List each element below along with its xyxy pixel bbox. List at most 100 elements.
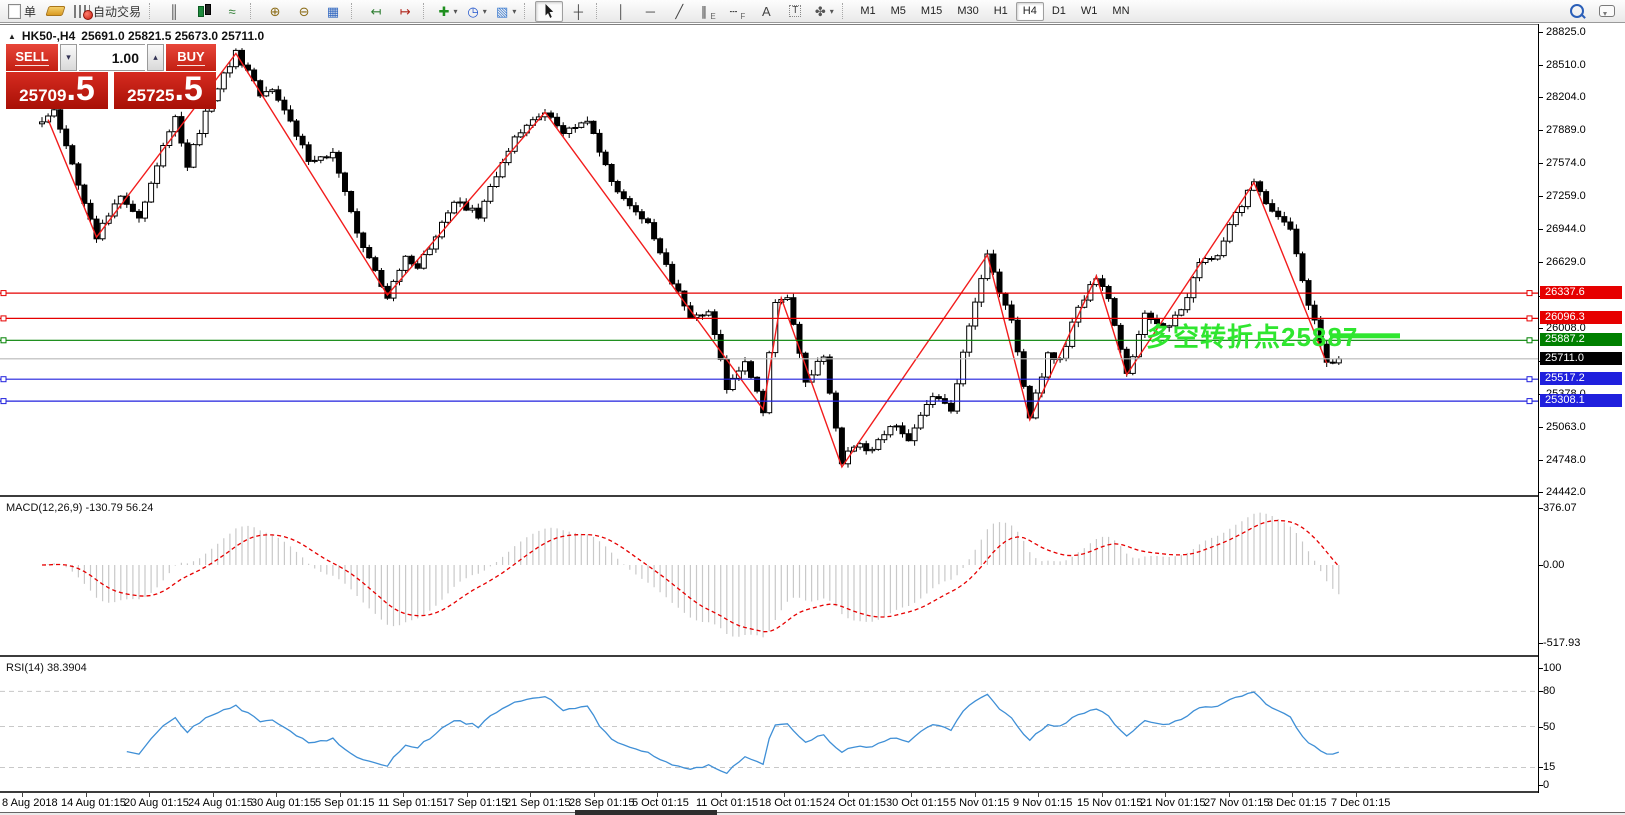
horizontal-scrollbar-thumb[interactable] bbox=[575, 810, 717, 815]
price-tick-label: 28204.0 bbox=[1546, 91, 1586, 103]
periods-button[interactable]: ◷ ▾ bbox=[463, 1, 491, 22]
new-order-button[interactable]: 单 bbox=[4, 1, 40, 22]
bar-chart-button[interactable]: ║ bbox=[160, 1, 188, 22]
bid-price-display[interactable]: 25709 .5 bbox=[6, 72, 108, 109]
timeframe-h1[interactable]: H1 bbox=[993, 5, 1008, 17]
toolbar: 单自动交易 ║ ≈ ⊕ ⊖ ▦ ↤ ↦ ✚ ▾ ◷ ▾ ▧ ▾ ┼ │ ─ ╱ ∥ E ┄ F A T ✤ ▾ M1 M5 M15 M30… bbox=[0, 0, 1625, 23]
zoom-in-button[interactable]: ⊕ bbox=[261, 1, 289, 22]
chart-shift-button[interactable]: ↦ bbox=[391, 1, 419, 22]
time-tick-mark bbox=[911, 793, 912, 797]
text-icon: A bbox=[762, 3, 771, 19]
macd-tick-mark bbox=[1539, 565, 1543, 566]
time-tick-label: 15 Nov 01:15 bbox=[1077, 797, 1143, 809]
rsi-axis-label: 50 bbox=[1543, 721, 1556, 733]
line-chart-button[interactable]: ≈ bbox=[218, 1, 246, 22]
zoom-in-icon: ⊕ bbox=[269, 3, 281, 19]
price-tick-label: 26629.0 bbox=[1546, 256, 1586, 268]
time-tick-mark bbox=[149, 793, 150, 797]
window-bottom-strip bbox=[0, 812, 1625, 815]
collapse-caret-icon[interactable]: ▲ bbox=[8, 31, 16, 41]
new-chart-dropdown-caret-icon[interactable]: ▾ bbox=[453, 6, 458, 16]
timeframe-mn[interactable]: MN bbox=[1112, 5, 1130, 17]
new-chart-button[interactable]: ✚ ▾ bbox=[434, 1, 462, 22]
timeframe-h4[interactable]: H4 bbox=[1015, 1, 1044, 21]
current-price-badge: 25711.0 bbox=[1540, 352, 1622, 365]
time-axis[interactable]: 8 Aug 2018 14 Aug 01:15 20 Aug 01:15 24 Aug… bbox=[0, 793, 1538, 812]
label-button[interactable]: T bbox=[781, 1, 809, 22]
candlestick-chart-button[interactable] bbox=[189, 1, 217, 22]
vertical-line-button[interactable]: │ bbox=[607, 1, 635, 22]
price-tick-label: 24748.0 bbox=[1546, 454, 1586, 466]
price-tick-label: 27259.0 bbox=[1546, 190, 1586, 202]
buy-button[interactable]: BUY bbox=[166, 44, 216, 71]
price-line-badge-25308.1: 25308.1 bbox=[1540, 394, 1622, 407]
timeframe-m30[interactable]: M30 bbox=[957, 5, 979, 17]
time-tick-mark bbox=[22, 793, 23, 797]
time-tick-label: 30 Aug 01:15 bbox=[251, 797, 316, 809]
macd-axis-label: 376.07 bbox=[1543, 502, 1577, 514]
templates-icon: ▧ bbox=[496, 3, 509, 19]
volume-input[interactable] bbox=[79, 44, 145, 71]
auto-scroll-icon: ↤ bbox=[370, 3, 382, 19]
time-tick-label: 14 Aug 01:15 bbox=[61, 797, 126, 809]
chat-icon[interactable] bbox=[1599, 5, 1615, 17]
zoom-out-button[interactable]: ⊖ bbox=[290, 1, 318, 22]
text-button[interactable]: A bbox=[752, 1, 780, 22]
time-tick-label: 28 Sep 01:15 bbox=[569, 797, 635, 809]
sell-button[interactable]: SELL bbox=[6, 44, 58, 71]
time-tick-label: 11 Sep 01:15 bbox=[378, 797, 443, 809]
time-tick-label: 24 Aug 01:15 bbox=[188, 797, 253, 809]
gold-icon-icon bbox=[44, 6, 66, 16]
crosshair-button[interactable]: ┼ bbox=[564, 1, 592, 22]
cursor-button[interactable] bbox=[535, 0, 564, 22]
time-tick-mark bbox=[403, 793, 404, 797]
ask-price-display[interactable]: 25725 .5 bbox=[114, 72, 216, 109]
tile-windows-button[interactable]: ▦ bbox=[319, 1, 347, 22]
auto-scroll-button[interactable]: ↤ bbox=[362, 1, 390, 22]
arrows-dropdown-caret-icon[interactable]: ▾ bbox=[829, 6, 834, 16]
autotrade-button[interactable]: 自动交易 bbox=[70, 1, 145, 22]
fibonacci-button-sub-letter: F bbox=[740, 11, 746, 21]
rsi-tick-mark bbox=[1539, 727, 1543, 728]
rsi-tick-mark bbox=[1539, 785, 1543, 786]
timeframe-d1[interactable]: D1 bbox=[1051, 5, 1066, 17]
price-line-badge-26337.6: 26337.6 bbox=[1540, 286, 1622, 299]
fibonacci-button[interactable]: ┄ F bbox=[723, 1, 751, 22]
chart-text-annotation[interactable]: 多空转折点25887 bbox=[1146, 322, 1359, 352]
time-tick-mark bbox=[848, 793, 849, 797]
timeframe-w1[interactable]: W1 bbox=[1080, 5, 1098, 17]
chart-shift-icon: ↦ bbox=[399, 3, 411, 19]
timeframe-m5[interactable]: M5 bbox=[890, 5, 906, 17]
templates-dropdown-caret-icon[interactable]: ▾ bbox=[512, 6, 517, 16]
toolbar-separator bbox=[524, 3, 531, 19]
trendline-icon: ╱ bbox=[675, 3, 684, 19]
time-tick-mark bbox=[1038, 793, 1039, 797]
horizontal-line-button[interactable]: ─ bbox=[636, 1, 664, 22]
timeframe-m1[interactable]: M1 bbox=[860, 5, 876, 17]
rsi-panel bbox=[0, 657, 1538, 793]
time-tick-label: 30 Oct 01:15 bbox=[886, 797, 949, 809]
trendline-button[interactable]: ╱ bbox=[665, 1, 693, 22]
volume-decrease-button[interactable]: ▾ bbox=[60, 44, 77, 71]
price-tick-label: 26944.0 bbox=[1546, 223, 1586, 235]
time-tick-label: 8 Aug 2018 bbox=[2, 797, 58, 809]
templates-button[interactable]: ▧ ▾ bbox=[492, 1, 520, 22]
price-axis[interactable]: 28825.0 28510.0 28204.0 27889.0 27574.0 27259… bbox=[1538, 24, 1625, 793]
search-icon[interactable] bbox=[1570, 4, 1584, 18]
arrows-button[interactable]: ✤ ▾ bbox=[810, 1, 838, 22]
channel-button[interactable]: ∥ E bbox=[694, 1, 722, 22]
rsi-axis-label: 80 bbox=[1543, 685, 1556, 697]
time-tick-label: 11 Oct 01:15 bbox=[696, 797, 759, 809]
time-tick-label: 17 Sep 01:15 bbox=[442, 797, 508, 809]
volume-increase-button[interactable]: ▴ bbox=[147, 44, 164, 71]
timeframe-m15[interactable]: M15 bbox=[920, 5, 943, 17]
price-tick-mark bbox=[1539, 130, 1543, 131]
new-order-icon bbox=[8, 3, 21, 19]
time-tick-mark bbox=[467, 793, 468, 797]
gold-icon-button[interactable] bbox=[41, 1, 69, 22]
time-tick-label: 5 Nov 01:15 bbox=[950, 797, 1010, 809]
time-tick-label: 20 Aug 01:15 bbox=[124, 797, 189, 809]
toolbar-separator bbox=[149, 3, 156, 19]
rsi-axis-label: 100 bbox=[1543, 662, 1562, 674]
periods-dropdown-caret-icon[interactable]: ▾ bbox=[482, 6, 487, 16]
